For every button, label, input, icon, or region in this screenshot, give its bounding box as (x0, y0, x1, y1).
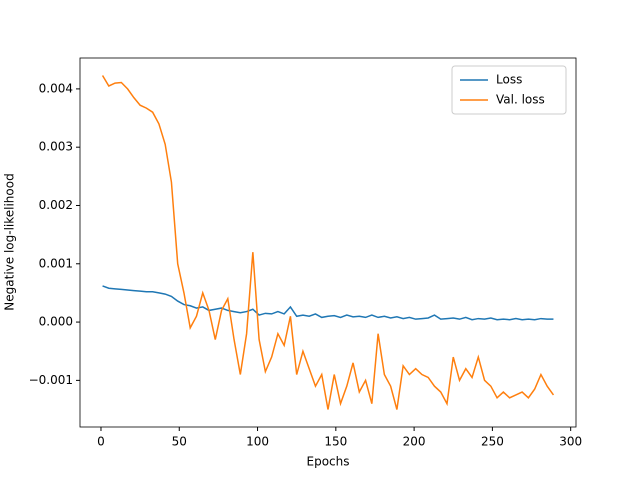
x-tick-label: 100 (246, 435, 269, 449)
y-tick-label: 0.002 (39, 198, 73, 212)
x-tick-label: 200 (403, 435, 426, 449)
plot-frame (79, 57, 577, 428)
y-tick-label: 0.003 (39, 140, 73, 154)
y-tick-label: 0.004 (39, 81, 73, 95)
y-tick-label: 0.001 (39, 256, 73, 270)
data-line (102, 285, 554, 321)
legend-box (451, 65, 567, 115)
y-tick-label: 0.000 (39, 315, 73, 329)
x-tick-label: 50 (172, 435, 187, 449)
legend-label: Val. loss (496, 93, 545, 107)
legend-label: Loss (496, 73, 522, 87)
x-axis-label: Epochs (307, 455, 350, 469)
x-tick-label: 150 (324, 435, 347, 449)
data-line (101, 75, 555, 410)
y-axis-label: Negative log-likelihood (3, 173, 17, 310)
x-tick-label: 0 (97, 435, 105, 449)
x-tick-label: 250 (481, 435, 504, 449)
x-tick-label: 300 (559, 435, 582, 449)
y-tick-label: −0.001 (29, 373, 73, 387)
